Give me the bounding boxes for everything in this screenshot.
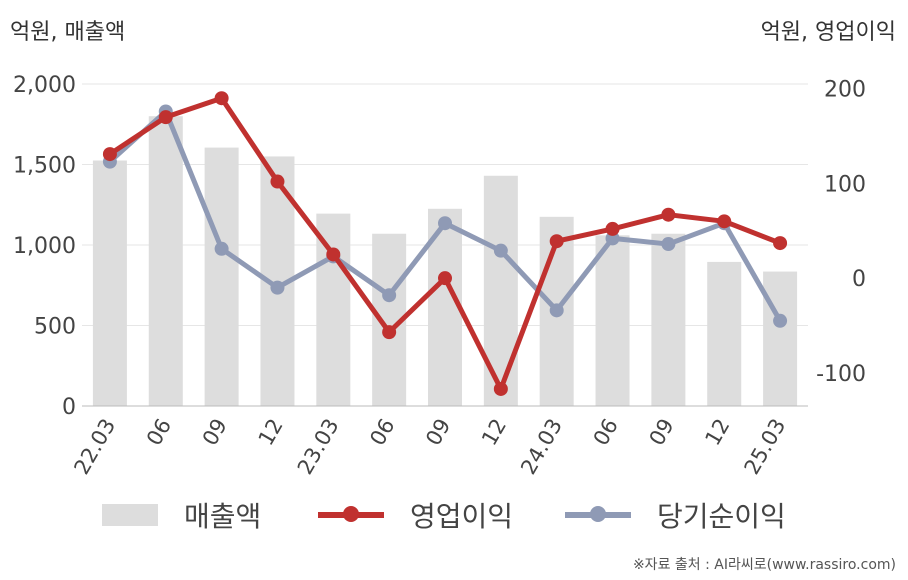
left-axis-tick: 500 bbox=[34, 315, 76, 340]
legend-swatch-operating-profit bbox=[318, 506, 384, 522]
x-axis-tick: 24.03 bbox=[516, 415, 567, 479]
legend-swatch-revenue bbox=[102, 504, 158, 526]
legend-label-revenue: 매출액 bbox=[184, 500, 262, 533]
net-income-point bbox=[493, 243, 508, 258]
net-income-point bbox=[549, 303, 564, 318]
left-axis-tick: 0 bbox=[62, 395, 76, 420]
operating-profit-point bbox=[549, 234, 564, 249]
net-income-point bbox=[382, 288, 397, 303]
operating-profit-point bbox=[382, 325, 397, 340]
x-axis-tick: 09 bbox=[421, 415, 455, 450]
right-axis-unit: 억원, 영업이익 bbox=[760, 20, 896, 45]
x-axis-tick: 06 bbox=[142, 415, 176, 450]
x-axis-tick: 06 bbox=[589, 415, 623, 450]
legend-item-revenue: 매출액 bbox=[102, 493, 261, 537]
x-axis-tick: 22.03 bbox=[69, 415, 120, 479]
operating-profit-point bbox=[605, 221, 620, 236]
operating-profit-point bbox=[661, 207, 676, 222]
left-axis-tick: 1,500 bbox=[13, 154, 76, 179]
legend-label-operating-profit: 영업이익 bbox=[410, 500, 514, 533]
x-axis-tick: 12 bbox=[477, 415, 511, 450]
revenue-bar bbox=[707, 261, 742, 406]
net-income-point bbox=[438, 216, 452, 231]
net-income-point bbox=[270, 280, 285, 295]
x-axis-tick: 09 bbox=[645, 415, 679, 450]
operating-profit-point bbox=[493, 381, 508, 396]
x-axis-tick: 23.03 bbox=[293, 415, 344, 479]
right-axis-tick: -100 bbox=[816, 362, 866, 387]
right-axis-tick: 100 bbox=[824, 172, 866, 197]
revenue-bar bbox=[148, 116, 183, 406]
legend-item-net-income: 당기순이익 bbox=[565, 493, 786, 537]
left-axis-tick: 2,000 bbox=[13, 73, 76, 98]
x-axis-tick: 12 bbox=[700, 415, 734, 450]
revenue-bar bbox=[595, 235, 630, 406]
legend-item-operating-profit: 영업이익 bbox=[318, 493, 513, 537]
revenue-bar bbox=[763, 271, 798, 406]
operating-profit-point bbox=[158, 110, 173, 125]
net-income-point bbox=[661, 237, 676, 252]
revenue-bar bbox=[204, 147, 239, 406]
operating-profit-point bbox=[102, 147, 117, 162]
operating-profit-point bbox=[326, 247, 341, 262]
chart-legend: 매출액 영업이익 당기순이익 bbox=[0, 493, 908, 537]
revenue-bar bbox=[483, 175, 518, 406]
operating-profit-point bbox=[270, 174, 285, 189]
x-axis-tick: 12 bbox=[254, 415, 288, 450]
net-income-point bbox=[214, 241, 229, 256]
operating-profit-point bbox=[773, 236, 788, 251]
left-axis-unit: 억원, 매출액 bbox=[10, 20, 126, 45]
operating-profit-point bbox=[214, 91, 229, 106]
source-note: ※자료 출처 : AI라씨로(www.rassiro.com) bbox=[632, 557, 896, 573]
operating-profit-point bbox=[717, 214, 732, 229]
combo-chart: 0 500 1,000 1,500 2,000 -100 0 100 200 22.03 06 0… bbox=[13, 73, 866, 479]
revenue-bar bbox=[651, 233, 686, 406]
left-axis-tick: 1,000 bbox=[13, 234, 76, 259]
net-income-point bbox=[773, 313, 788, 328]
x-axis-tick: 09 bbox=[198, 415, 232, 450]
x-axis-tick: 06 bbox=[365, 415, 399, 450]
revenue-bar bbox=[92, 160, 127, 406]
x-axis-tick: 25.03 bbox=[740, 415, 791, 479]
legend-swatch-net-income bbox=[565, 506, 631, 522]
right-axis-tick: 200 bbox=[824, 78, 866, 103]
right-axis-tick: 0 bbox=[852, 267, 866, 292]
legend-label-net-income: 당기순이익 bbox=[657, 500, 786, 533]
revenue-bar bbox=[316, 213, 351, 406]
operating-profit-point bbox=[438, 271, 452, 286]
